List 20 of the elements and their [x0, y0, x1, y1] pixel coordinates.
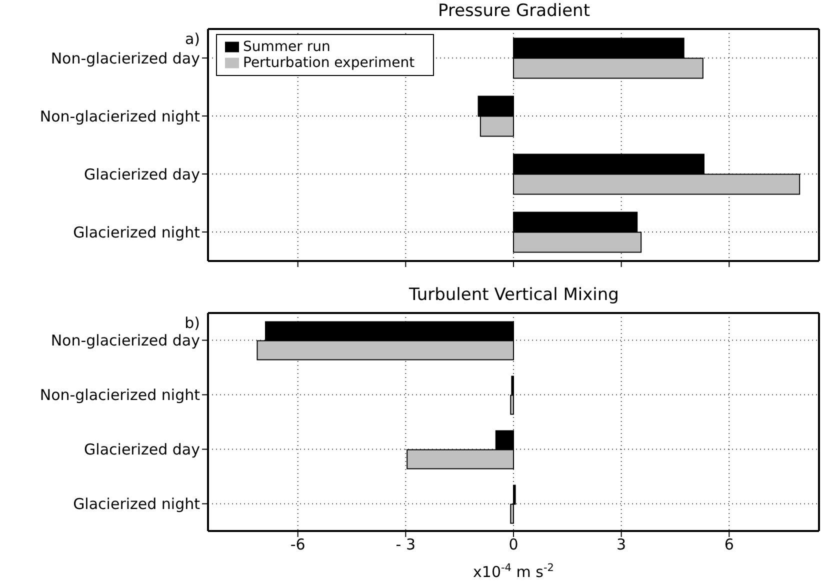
- x-tick-label: 0: [508, 536, 518, 554]
- y-tick-label: Glacierized night: [73, 495, 200, 514]
- x-tick-label: 3: [616, 536, 626, 554]
- text: a): [184, 30, 200, 48]
- y-tick-label: Glacierized day: [84, 440, 200, 459]
- y-tick-label: Glacierized day: [84, 165, 200, 184]
- legend-label: Summer run: [243, 39, 330, 55]
- x-tick-label: 6: [724, 536, 734, 554]
- chart-title: Pressure Gradient: [437, 1, 591, 21]
- x-tick-label: -6: [290, 536, 306, 554]
- x-tick-label: - 3: [396, 536, 416, 554]
- y-tick-label: Non-glacierized night: [40, 386, 200, 404]
- text: b): [184, 314, 200, 332]
- y-tick-label: Non-glacierized day: [50, 332, 200, 350]
- y-tick-label: Non-glacierized night: [40, 107, 200, 126]
- y-tick-label: Glacierized night: [73, 223, 200, 242]
- y-tick-label: Non-glacierized day: [50, 49, 200, 68]
- x-axis-title: x10$^{-4}$ m s$^{-2}$: [473, 562, 554, 581]
- chart-title: Turbulent Vertical Mixing: [408, 285, 620, 305]
- legend-label: Perturbation experiment: [243, 55, 415, 71]
